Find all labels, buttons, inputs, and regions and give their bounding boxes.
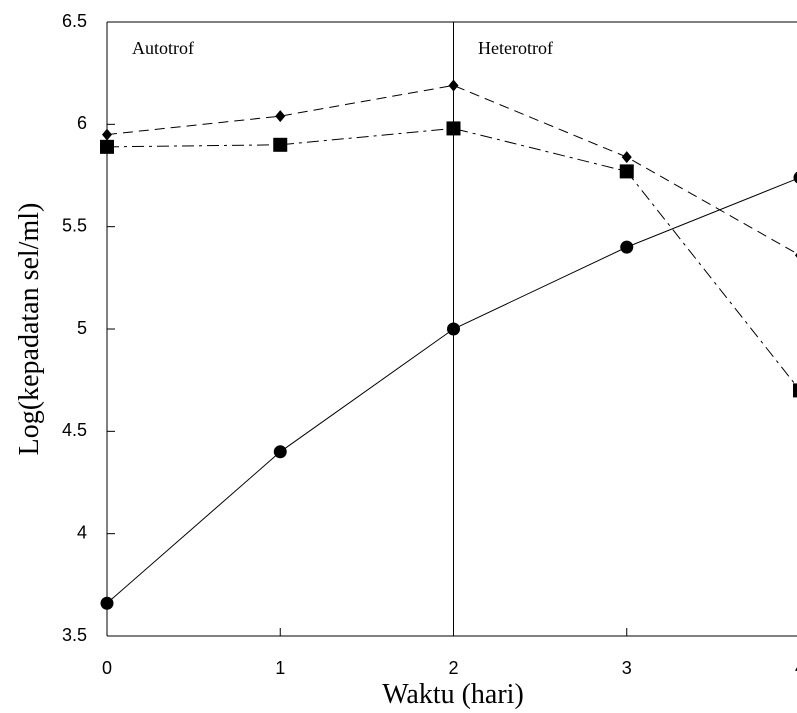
- marker: [102, 129, 112, 141]
- marker: [101, 597, 114, 610]
- marker: [100, 140, 114, 154]
- marker: [447, 323, 460, 336]
- y-tick-label: 3.5: [62, 625, 87, 645]
- marker: [794, 171, 797, 184]
- series-line: [107, 178, 797, 604]
- marker: [447, 121, 461, 135]
- marker: [620, 164, 634, 178]
- chart: Waktu (hari) Log(kepadatan sel/ml) Autot…: [0, 0, 797, 713]
- marker: [620, 241, 633, 254]
- y-tick-label: 4: [77, 522, 87, 542]
- y-axis-title: Log(kepadatan sel/ml): [14, 203, 45, 456]
- marker: [793, 383, 797, 397]
- y-tick-label: 5: [77, 318, 87, 338]
- x-tick-label: 1: [275, 658, 285, 678]
- annotation: Autotrof: [132, 38, 194, 58]
- series-line: [107, 85, 797, 255]
- x-axis-title: Waktu (hari): [382, 679, 524, 710]
- marker: [275, 110, 285, 122]
- annotation: Heterotrof: [478, 38, 553, 58]
- y-tick-label: 6.5: [62, 11, 87, 31]
- marker: [273, 138, 287, 152]
- x-tick-label: 0: [102, 658, 112, 678]
- y-tick-label: 6: [77, 113, 87, 133]
- series-line: [107, 128, 797, 390]
- x-tick-label: 3: [622, 658, 632, 678]
- y-tick-label: 4.5: [62, 420, 87, 440]
- y-tick-label: 5.5: [62, 215, 87, 235]
- x-tick-label: 2: [448, 658, 458, 678]
- marker: [274, 445, 287, 458]
- marker: [449, 79, 459, 91]
- marker: [622, 151, 632, 163]
